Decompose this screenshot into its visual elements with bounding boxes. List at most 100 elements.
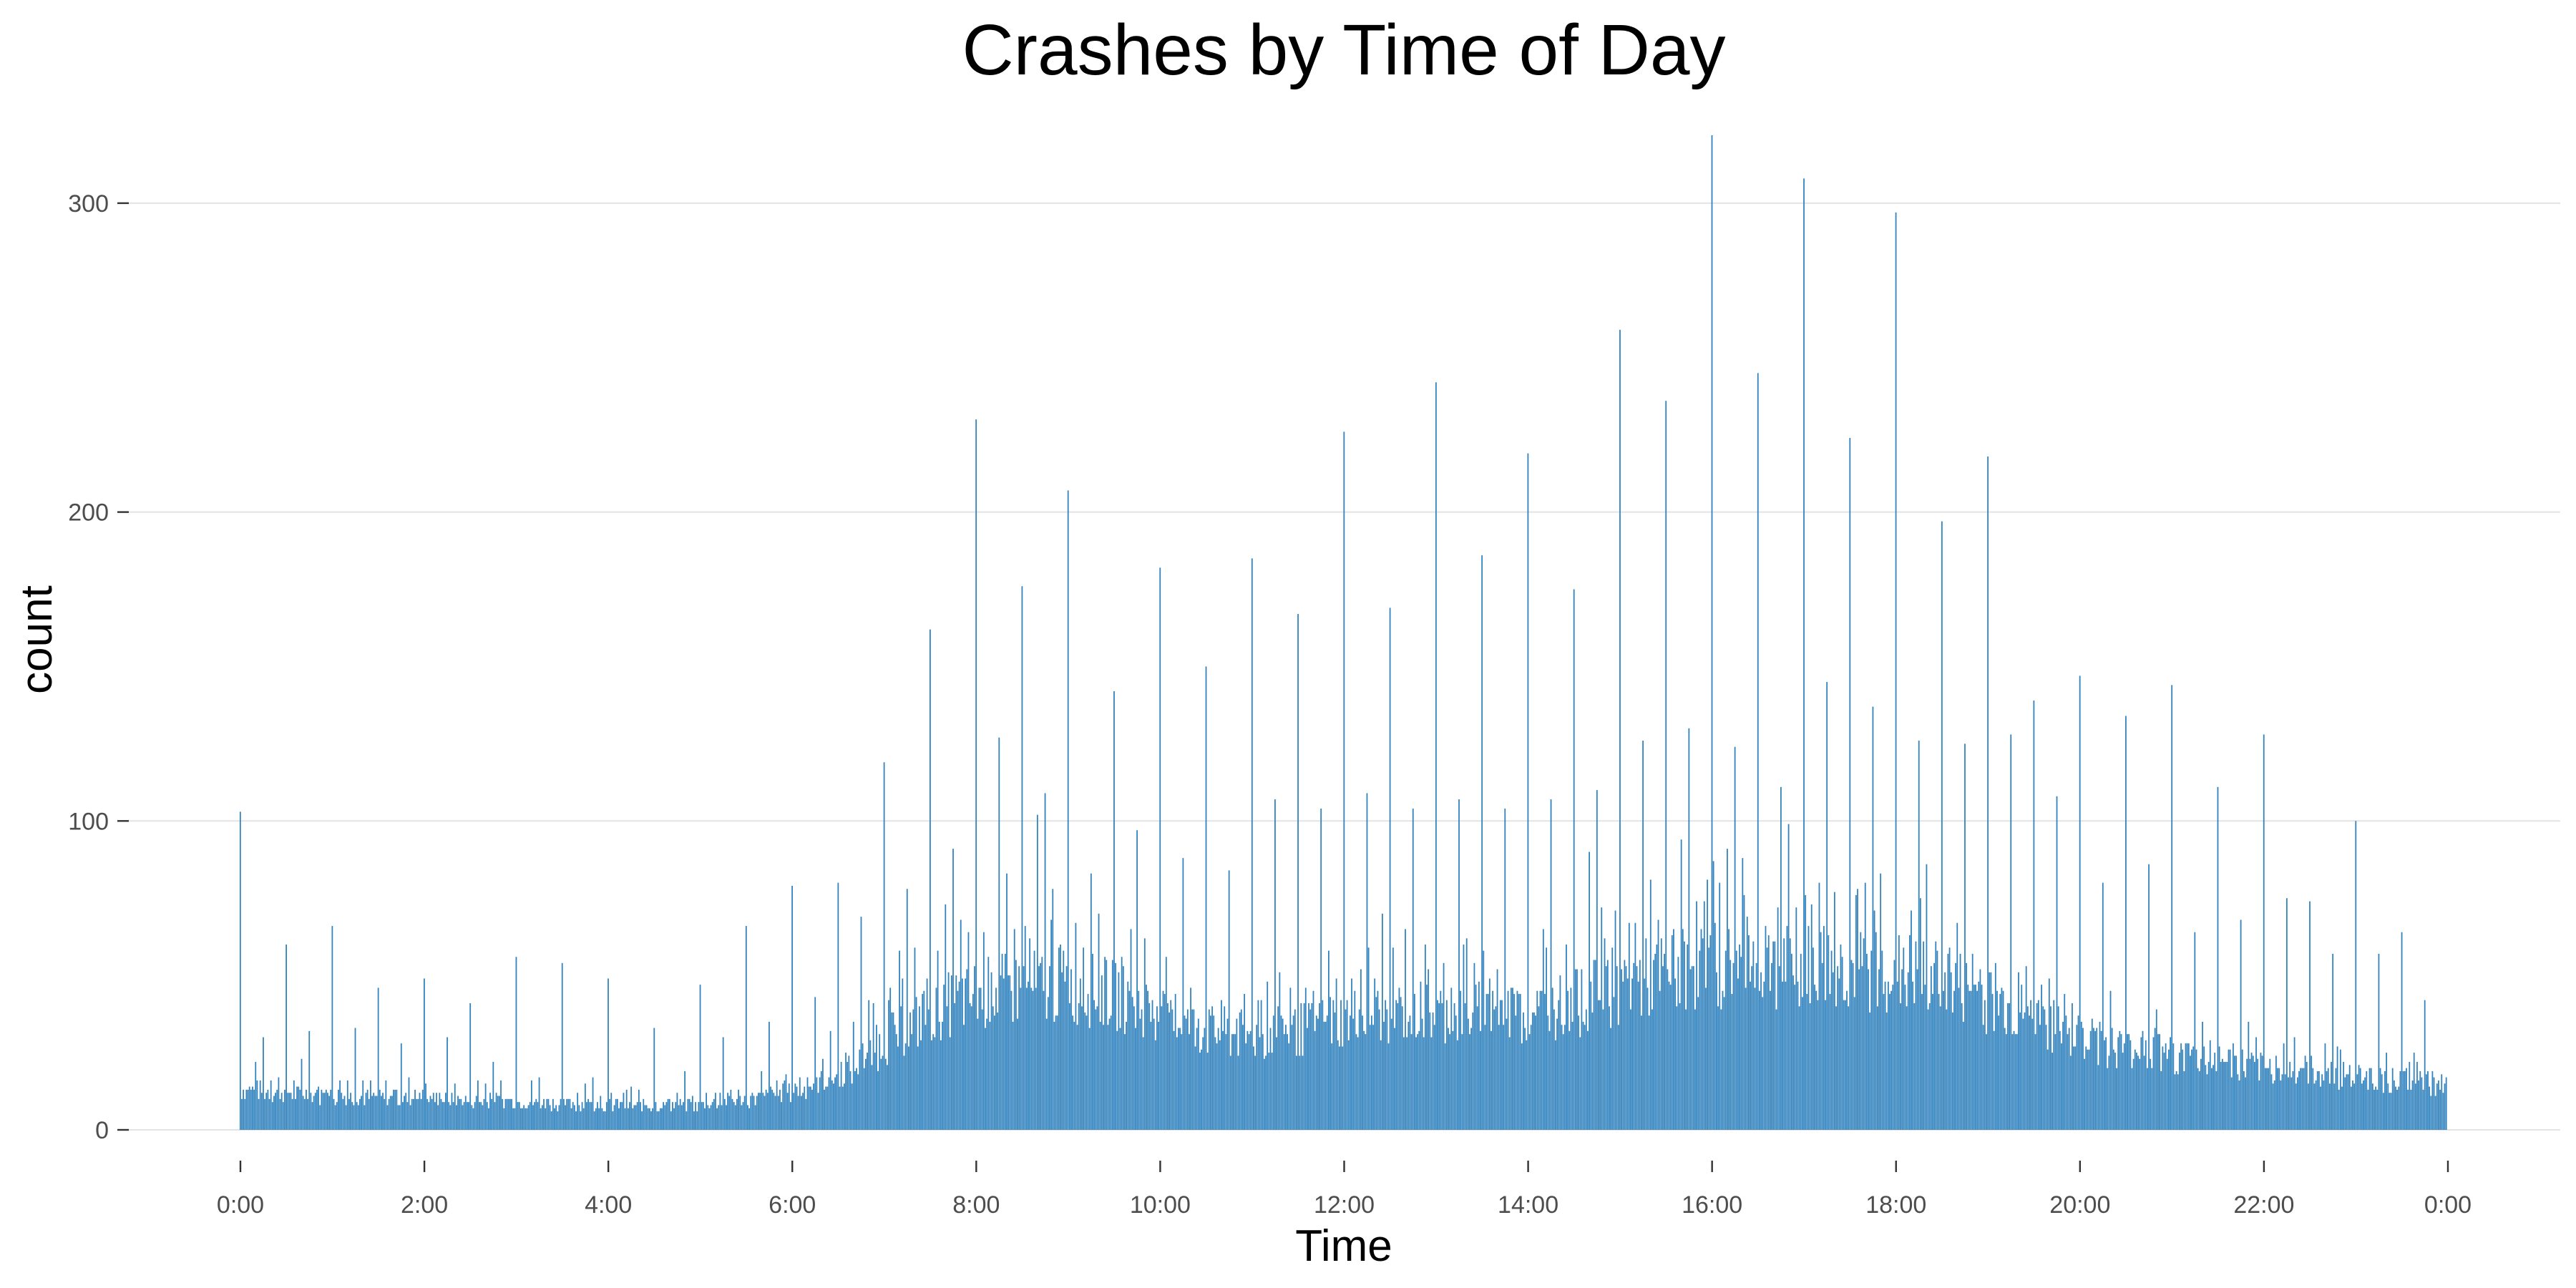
bar: [1673, 929, 1674, 1130]
bar: [686, 1111, 688, 1130]
bar: [620, 1102, 622, 1130]
bar: [2087, 1049, 2089, 1130]
bar: [1386, 1009, 1388, 1130]
bar: [900, 1006, 902, 1130]
bar: [1299, 1055, 1301, 1130]
bar: [2007, 1003, 2009, 1130]
bar: [2439, 1089, 2441, 1130]
bar: [2151, 1068, 2153, 1130]
bar: [680, 1105, 683, 1130]
bar: [763, 1096, 766, 1130]
bar: [2034, 1034, 2036, 1130]
bar: [1966, 962, 1968, 1130]
bar: [777, 1096, 779, 1130]
bar: [2022, 1018, 2024, 1130]
bar: [308, 1030, 311, 1130]
bar: [1044, 793, 1046, 1130]
bar: [2373, 1089, 2375, 1130]
bar: [509, 1098, 511, 1130]
bar: [2163, 1053, 2165, 1130]
chart-title: Crashes by Time of Day: [962, 10, 1725, 90]
bar: [357, 1105, 359, 1130]
bar: [1880, 873, 1882, 1130]
bar: [2014, 1034, 2016, 1130]
bar: [511, 1098, 512, 1130]
bar: [1855, 894, 1857, 1130]
bar: [1772, 941, 1775, 1130]
bar: [1616, 966, 1618, 1130]
bar: [1734, 746, 1736, 1130]
bar: [259, 1080, 261, 1130]
bar: [618, 1108, 620, 1130]
bar: [908, 1046, 909, 1130]
bar: [1501, 1000, 1503, 1130]
bar: [865, 1058, 867, 1130]
bar: [1964, 743, 1966, 1130]
bar: [441, 1102, 444, 1130]
bar: [2238, 1080, 2240, 1130]
bar: [2088, 1049, 2090, 1130]
bar: [848, 1055, 850, 1130]
bar: [382, 1093, 384, 1130]
bar: [276, 1089, 278, 1130]
bar: [1622, 981, 1624, 1130]
bar: [1234, 1034, 1236, 1130]
bar: [371, 1096, 373, 1130]
bar: [593, 1111, 595, 1130]
bar: [813, 1083, 814, 1130]
bar: [2257, 1058, 2259, 1130]
bar: [2404, 1070, 2406, 1130]
bar: [2061, 1043, 2062, 1130]
bar: [1291, 1025, 1293, 1130]
bar: [2370, 1068, 2372, 1130]
bar: [1806, 994, 1808, 1130]
bar: [1421, 1018, 1423, 1130]
bar: [2105, 1037, 2107, 1130]
bar: [1524, 1028, 1526, 1130]
bar: [1835, 1006, 1837, 1130]
x-tick-label: 20:00: [2049, 1191, 2110, 1219]
bar: [2089, 1030, 2092, 1130]
bar: [1760, 972, 1762, 1130]
bar: [546, 1098, 548, 1130]
bar: [1185, 1018, 1187, 1130]
bar: [243, 1089, 244, 1130]
bar: [1136, 830, 1138, 1130]
bar: [1889, 994, 1890, 1130]
bar: [1020, 987, 1022, 1130]
bar: [1523, 1012, 1524, 1130]
bar: [1521, 1043, 1523, 1130]
bar: [353, 1105, 355, 1130]
bar: [2241, 1049, 2243, 1130]
bar: [1762, 997, 1764, 1130]
bar: [788, 1083, 790, 1130]
bar: [931, 1040, 932, 1130]
bar: [484, 1083, 487, 1130]
bar: [981, 1009, 983, 1130]
bar: [1858, 969, 1860, 1130]
bar: [891, 1012, 893, 1130]
bar: [2393, 1080, 2395, 1130]
bar: [824, 1089, 825, 1130]
bar: [1943, 990, 1944, 1130]
bar: [1860, 932, 1862, 1130]
bar: [2379, 1068, 2381, 1130]
bar: [449, 1105, 452, 1130]
bar: [1088, 1028, 1091, 1130]
bar: [1993, 1030, 1995, 1130]
bar: [1483, 950, 1485, 1130]
bar: [491, 1098, 493, 1130]
bar: [698, 1102, 700, 1130]
bar: [278, 1077, 280, 1130]
bar: [2172, 1043, 2175, 1130]
bar: [2252, 1055, 2254, 1130]
bar: [817, 1093, 819, 1130]
bar: [2195, 1049, 2197, 1130]
bar: [1994, 962, 1996, 1130]
bar: [1455, 1015, 1457, 1130]
bar: [1606, 960, 1609, 1130]
bar: [1703, 901, 1705, 1130]
bar: [512, 1108, 514, 1130]
bar: [1853, 997, 1855, 1130]
bar: [537, 1102, 539, 1130]
